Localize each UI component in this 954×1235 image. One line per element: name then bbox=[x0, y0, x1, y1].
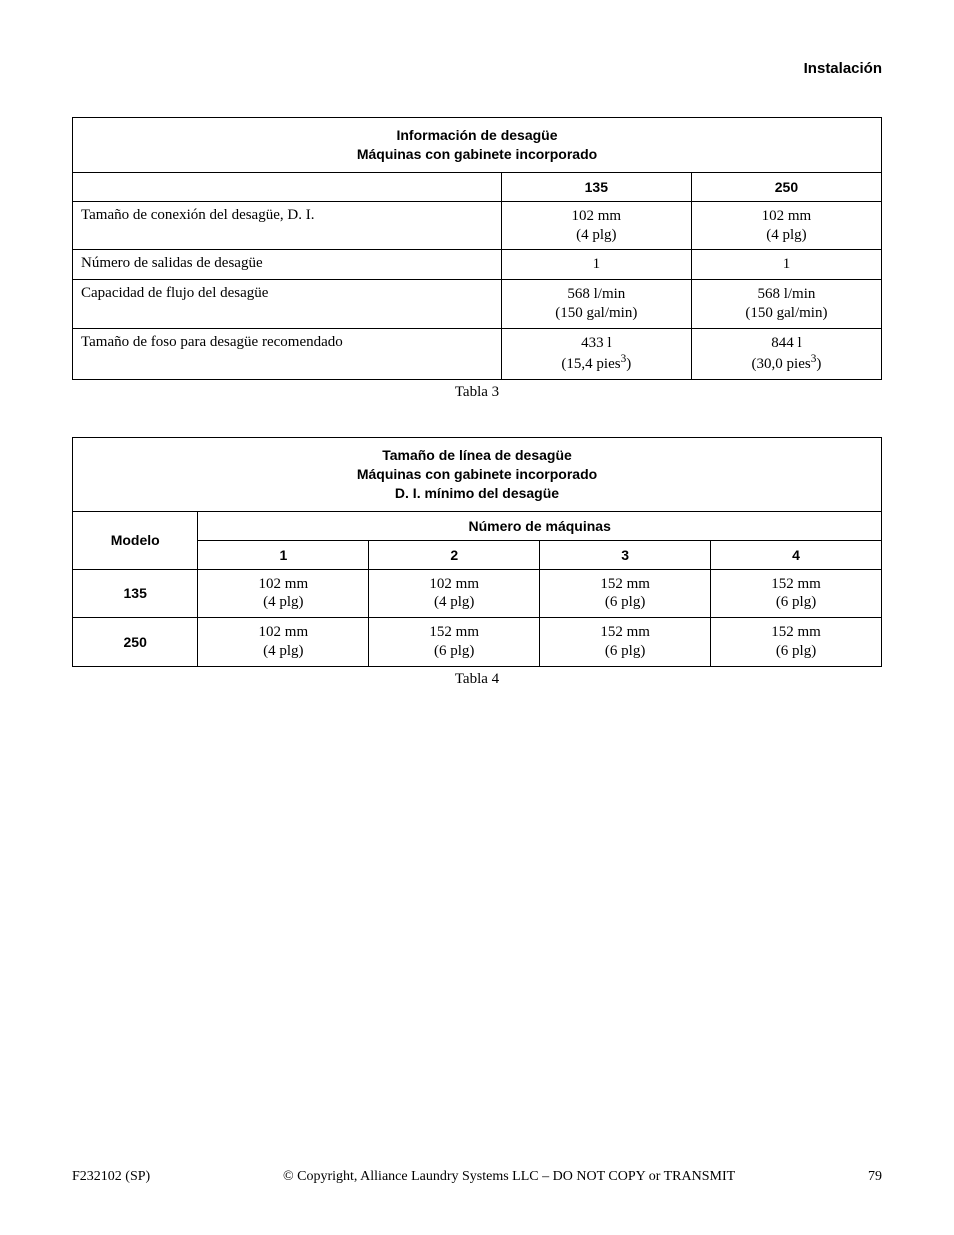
drain-info-table: Información de desagüeMáquinas con gabin… bbox=[72, 117, 882, 380]
drain-line-size-table: Tamaño de línea de desagüeMáquinas con g… bbox=[72, 437, 882, 667]
footer-doc-code: F232102 (SP) bbox=[72, 1169, 150, 1185]
table2-title: Tamaño de línea de desagüeMáquinas con g… bbox=[73, 438, 882, 512]
table1-row-label: Tamaño de foso para desagüe recomendado bbox=[73, 328, 502, 380]
table2-data-cell: 102 mm(4 plg) bbox=[369, 569, 540, 618]
table2-model-250: 250 bbox=[73, 618, 198, 667]
table1-row-label: Número de salidas de desagüe bbox=[73, 250, 502, 280]
table1-empty-head bbox=[73, 172, 502, 201]
table1-data-cell: 1 bbox=[691, 250, 881, 280]
footer-page-number: 79 bbox=[868, 1169, 882, 1185]
table2-data-cell: 152 mm(6 plg) bbox=[540, 569, 711, 618]
table1-data-cell: 102 mm(4 plg) bbox=[501, 201, 691, 250]
table1-row-label: Capacidad de flujo del desagüe bbox=[73, 280, 502, 329]
table2-col-4: 4 bbox=[711, 540, 882, 569]
table1-row-label: Tamaño de conexión del desagüe, D. I. bbox=[73, 201, 502, 250]
table2-model-135: 135 bbox=[73, 569, 198, 618]
table2-col-2: 2 bbox=[369, 540, 540, 569]
table2-data-cell: 102 mm(4 plg) bbox=[198, 569, 369, 618]
table2-data-cell: 152 mm(6 plg) bbox=[711, 569, 882, 618]
table1-caption: Tabla 3 bbox=[72, 384, 882, 401]
table2-col-3: 3 bbox=[540, 540, 711, 569]
table2-caption: Tabla 4 bbox=[72, 671, 882, 688]
table1-data-cell: 568 l/min(150 gal/min) bbox=[691, 280, 881, 329]
table2-data-cell: 152 mm(6 plg) bbox=[369, 618, 540, 667]
table1-col-250: 250 bbox=[691, 172, 881, 201]
table2-col-1: 1 bbox=[198, 540, 369, 569]
table1-col-135: 135 bbox=[501, 172, 691, 201]
table1-data-cell: 433 l(15,4 pies3) bbox=[501, 328, 691, 380]
table1-data-cell: 102 mm(4 plg) bbox=[691, 201, 881, 250]
footer-copyright: © Copyright, Alliance Laundry Systems LL… bbox=[150, 1169, 868, 1185]
table2-model-head: Modelo bbox=[73, 511, 198, 569]
table1-title: Información de desagüeMáquinas con gabin… bbox=[73, 118, 882, 173]
table1-data-cell: 844 l(30,0 pies3) bbox=[691, 328, 881, 380]
section-header: Instalación bbox=[72, 60, 882, 77]
table1-data-cell: 568 l/min(150 gal/min) bbox=[501, 280, 691, 329]
table2-data-cell: 102 mm(4 plg) bbox=[198, 618, 369, 667]
table2-data-cell: 152 mm(6 plg) bbox=[540, 618, 711, 667]
page-footer: F232102 (SP) © Copyright, Alliance Laund… bbox=[72, 1169, 882, 1185]
table1-data-cell: 1 bbox=[501, 250, 691, 280]
table2-nummaq-head: Número de máquinas bbox=[198, 511, 882, 540]
table2-data-cell: 152 mm(6 plg) bbox=[711, 618, 882, 667]
